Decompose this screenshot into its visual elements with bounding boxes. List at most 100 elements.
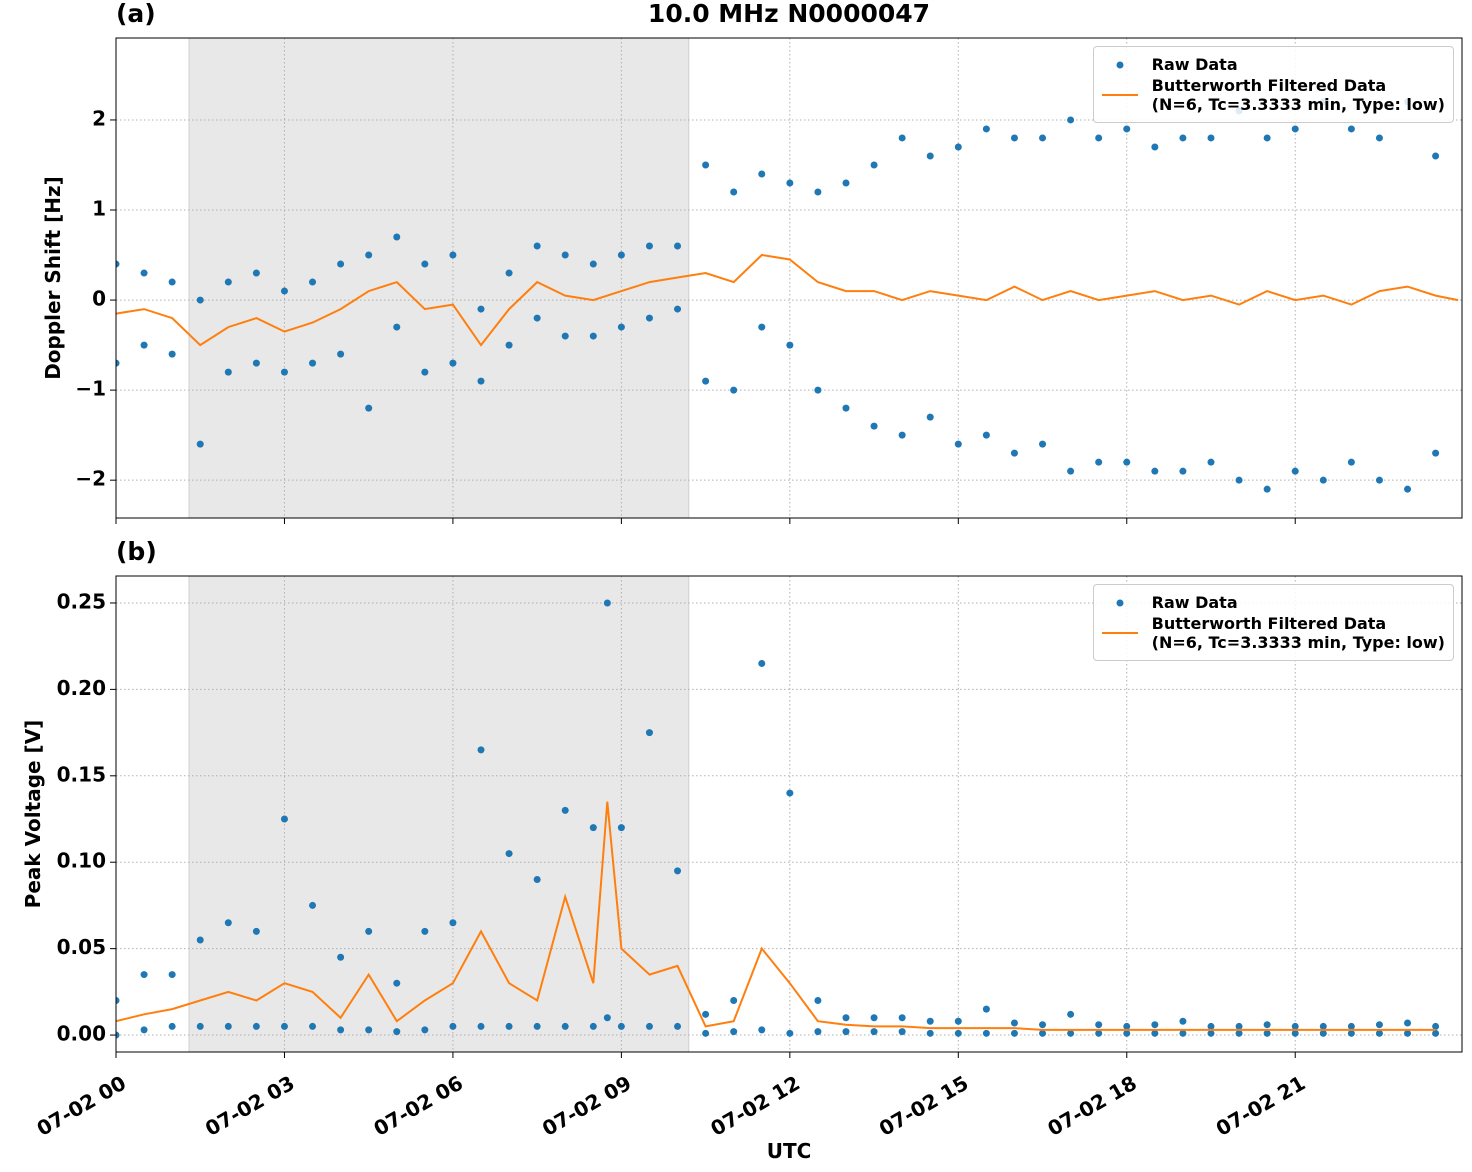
raw-point: [1235, 476, 1243, 484]
raw-point: [1432, 152, 1440, 160]
raw-point: [168, 1022, 176, 1030]
raw-point: [168, 350, 176, 358]
raw-point: [1263, 485, 1271, 493]
raw-point: [1207, 1029, 1215, 1037]
y-tick-label: 0.10: [57, 849, 106, 873]
raw-point: [814, 188, 822, 196]
raw-point: [421, 260, 429, 268]
raw-point: [1235, 1022, 1243, 1030]
raw-point: [1039, 1021, 1047, 1029]
raw-point: [1432, 449, 1440, 457]
raw-point: [814, 996, 822, 1004]
legend-icon: [1116, 61, 1124, 68]
raw-point: [645, 314, 653, 322]
legend-icon: [1101, 632, 1138, 634]
raw-point: [365, 404, 373, 412]
raw-point: [1067, 116, 1075, 124]
raw-point: [645, 729, 653, 737]
raw-point: [954, 1017, 962, 1025]
raw-point: [252, 359, 260, 367]
raw-point: [982, 1029, 990, 1037]
raw-point: [1375, 476, 1383, 484]
raw-point: [617, 824, 625, 832]
raw-point: [786, 789, 794, 797]
legend-entry: Raw Data: [1102, 593, 1445, 612]
raw-point: [1123, 1029, 1131, 1037]
legend: Raw Data Butterworth Filtered Data (N=6, …: [1092, 46, 1454, 123]
raw-point: [1123, 125, 1131, 133]
raw-point: [982, 125, 990, 133]
x-tick-label: 07-02 00: [33, 1071, 131, 1141]
raw-point: [786, 341, 794, 349]
raw-point: [421, 1026, 429, 1034]
raw-point: [116, 996, 120, 1004]
raw-point: [196, 1022, 204, 1030]
raw-point: [561, 1022, 569, 1030]
raw-point: [1039, 1029, 1047, 1037]
y-tick-label: 0.20: [57, 676, 106, 700]
y-tick-label: 2: [92, 106, 106, 130]
legend-marker: [1116, 599, 1124, 606]
raw-point: [421, 368, 429, 376]
raw-point: [926, 1017, 934, 1025]
filtered-line: [116, 253, 1459, 347]
raw-point: [603, 1014, 611, 1022]
x-tick-label: 07-02 18: [1043, 1071, 1141, 1141]
x-tick-label: 07-02 21: [1212, 1071, 1310, 1141]
legend-label: Raw Data: [1151, 55, 1238, 74]
legend-icon: [1116, 599, 1124, 606]
raw-point: [1319, 476, 1327, 484]
raw-point: [758, 1026, 766, 1034]
raw-point: [224, 919, 232, 927]
raw-point: [505, 850, 513, 858]
filtered-line: [116, 801, 1436, 1031]
raw-point: [1375, 1029, 1383, 1037]
raw-point: [1067, 1029, 1075, 1037]
plot-area: [116, 98, 1459, 493]
raw-point: [533, 314, 541, 322]
axes-frame: [115, 575, 1463, 1053]
raw-point: [870, 1028, 878, 1036]
y-tick-label: 1: [92, 197, 106, 221]
raw-point: [1375, 1021, 1383, 1029]
raw-point: [140, 341, 148, 349]
y-tick-label: 0.05: [57, 935, 106, 959]
raw-point: [926, 413, 934, 421]
raw-point: [168, 971, 176, 979]
raw-point: [1010, 134, 1018, 142]
raw-point: [1404, 1019, 1412, 1027]
y-tick-label: 0: [92, 287, 106, 311]
raw-point: [224, 278, 232, 286]
raw-point: [1151, 467, 1159, 475]
raw-point: [477, 746, 485, 754]
raw-point: [116, 359, 120, 367]
raw-point: [449, 919, 457, 927]
axes-frame: [115, 37, 1463, 519]
raw-point: [1347, 458, 1355, 466]
y-tick-label: 0.00: [57, 1022, 106, 1046]
raw-point: [116, 1031, 120, 1039]
raw-point: [589, 260, 597, 268]
legend-entry: Butterworth Filtered Data (N=6, Tc=3.333…: [1101, 614, 1445, 652]
raw-point: [758, 323, 766, 331]
panel-label: (a): [116, 0, 156, 28]
raw-point: [421, 927, 429, 935]
raw-point: [954, 143, 962, 151]
x-tick-label: 07-02 06: [369, 1071, 467, 1141]
raw-point: [1010, 1029, 1018, 1037]
raw-point: [533, 242, 541, 250]
chart-title: 10.0 MHz N0000047: [648, 0, 930, 28]
raw-point: [1263, 1021, 1271, 1029]
raw-point: [1123, 458, 1131, 466]
legend-label: Raw Data: [1151, 593, 1238, 612]
y-tick-label: −1: [75, 377, 106, 401]
raw-point: [1151, 143, 1159, 151]
raw-point: [252, 927, 260, 935]
raw-point: [309, 278, 317, 286]
raw-point: [674, 305, 682, 313]
raw-point: [1067, 467, 1075, 475]
raw-point: [842, 404, 850, 412]
raw-point: [505, 341, 513, 349]
raw-point: [252, 1022, 260, 1030]
